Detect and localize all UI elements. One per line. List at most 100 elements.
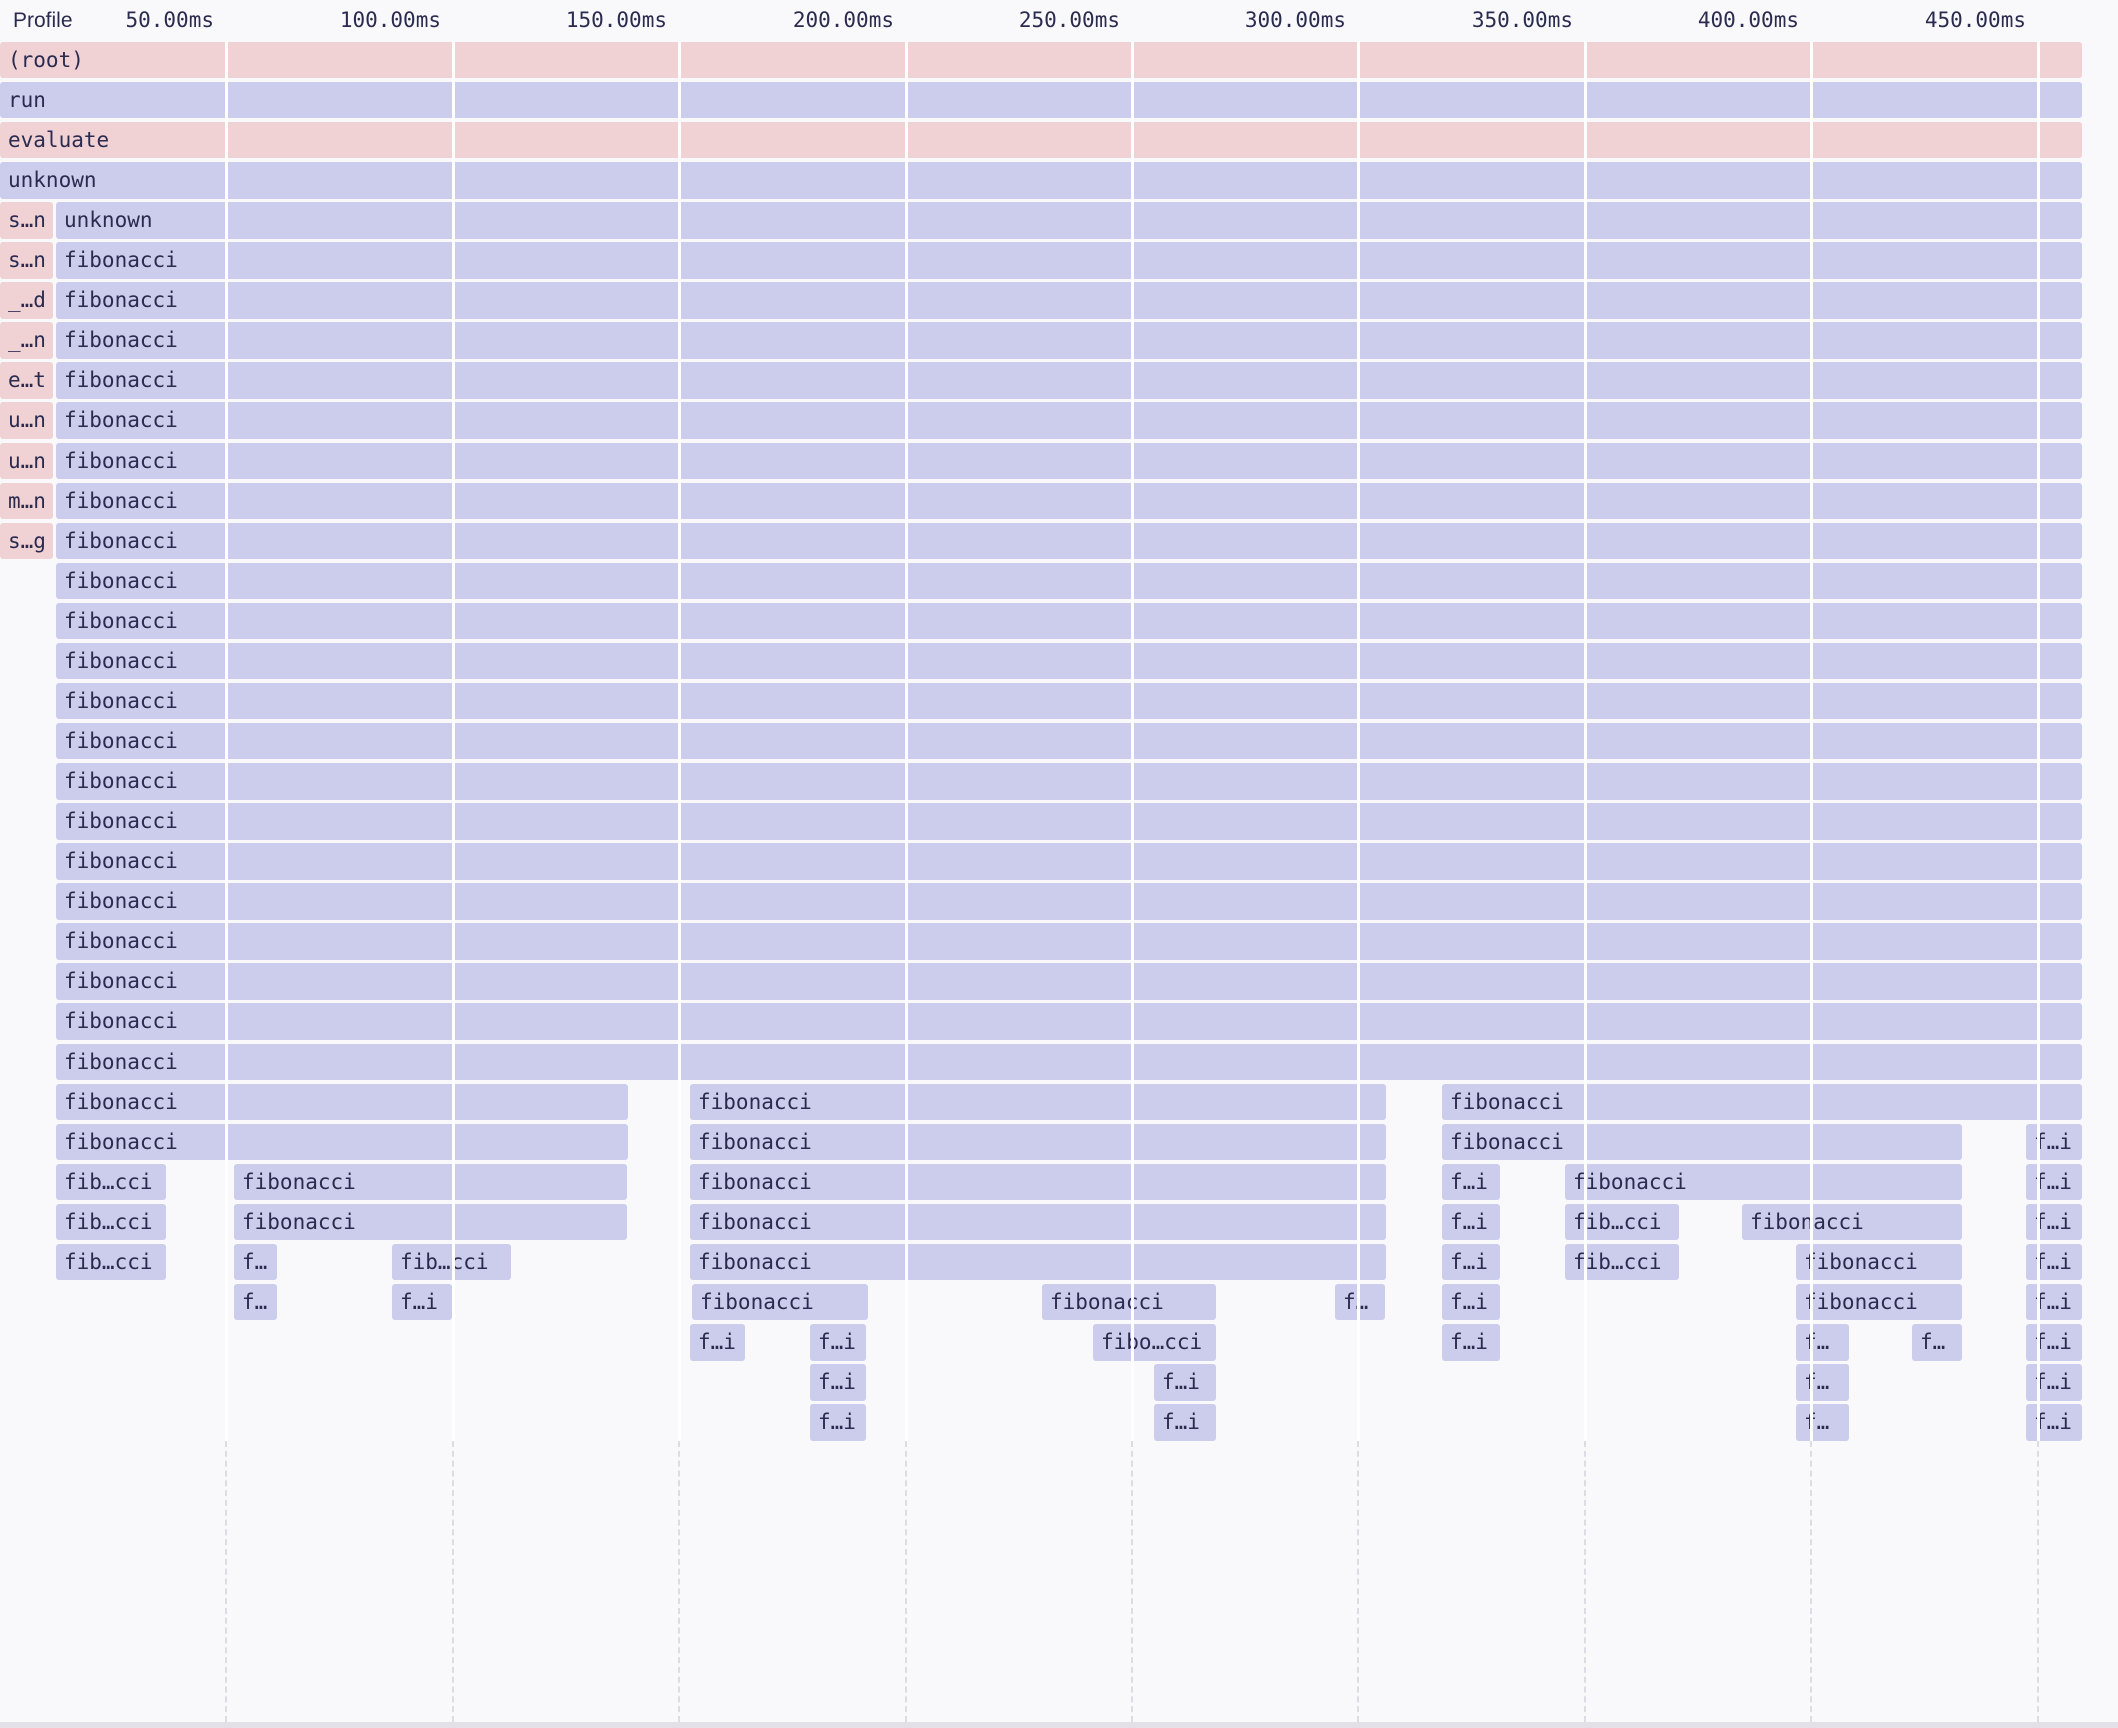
time-tick-label: 200.00ms [792, 8, 894, 32]
time-gridline-faint [225, 1440, 227, 1722]
flame-row: run [0, 81, 2118, 119]
flame-bar[interactable]: fibonacci [56, 522, 2082, 560]
flame-bar[interactable]: f…i [1154, 1404, 1216, 1441]
flame-bar[interactable]: f… [234, 1243, 277, 1281]
flame-bar[interactable]: _…d [0, 282, 53, 319]
flame-bar[interactable]: fibonacci [56, 322, 2082, 359]
flame-bar[interactable]: f…i [690, 1324, 745, 1361]
flame-bar[interactable]: (root) [0, 41, 2082, 79]
flame-bar[interactable]: fibonacci [690, 1083, 1386, 1121]
flame-bar[interactable]: fibonacci [56, 242, 2082, 279]
time-tick-label: 400.00ms [1697, 8, 1799, 32]
flame-bar[interactable]: f… [1796, 1404, 1849, 1441]
flame-bar[interactable]: f…i [1442, 1243, 1500, 1281]
flame-row: fibonacci [0, 963, 2118, 1000]
flame-bar[interactable]: fibonacci [56, 963, 2082, 1000]
flame-bar[interactable]: f…i [2026, 1283, 2082, 1321]
flame-bar[interactable]: fibonacci [1442, 1083, 2082, 1121]
flame-bar[interactable]: fibo…cci [1093, 1324, 1216, 1361]
flame-bar[interactable]: f…i [1442, 1203, 1500, 1241]
flame-row: unknown [0, 162, 2118, 199]
flame-bar[interactable]: fibonacci [56, 763, 2082, 800]
flame-bar[interactable]: f…i [810, 1404, 866, 1441]
flame-bar[interactable]: fibonacci [56, 923, 2082, 960]
flame-bar[interactable]: fibonacci [56, 362, 2082, 399]
flame-bar[interactable]: f…i [2026, 1243, 2082, 1281]
flame-bar[interactable]: f…i [2026, 1324, 2082, 1361]
flame-bar[interactable]: fibonacci [690, 1243, 1386, 1281]
flame-bar[interactable]: fibonacci [690, 1163, 1386, 1201]
time-tick-label: 300.00ms [1244, 8, 1346, 32]
flame-bar[interactable]: f…i [1442, 1283, 1500, 1321]
flame-bar[interactable]: f…i [1442, 1324, 1500, 1361]
flame-bar[interactable]: fibonacci [56, 402, 2082, 439]
flame-bar[interactable]: f… [1912, 1324, 1962, 1361]
flame-bar[interactable]: fib…cci [56, 1163, 166, 1201]
flame-bar[interactable]: f… [1335, 1283, 1385, 1321]
flame-bar[interactable]: fibonacci [1796, 1243, 1962, 1281]
flame-bar[interactable]: f… [1796, 1324, 1849, 1361]
flame-bar[interactable]: s…g [0, 522, 53, 560]
flame-bar[interactable]: u…n [0, 442, 53, 479]
flame-bar[interactable]: fibonacci [56, 642, 2082, 680]
flame-bar[interactable]: f…i [1154, 1364, 1216, 1401]
flame-bar[interactable]: f… [234, 1283, 277, 1321]
flame-bar[interactable]: fibonacci [56, 482, 2082, 520]
flame-bar[interactable]: f…i [810, 1324, 866, 1361]
flame-bar[interactable]: fibonacci [56, 442, 2082, 479]
flame-bar[interactable]: fibonacci [234, 1203, 627, 1241]
flame-bar[interactable]: fibonacci [56, 1043, 2082, 1081]
flame-bar[interactable]: evaluate [0, 121, 2082, 159]
flame-bar[interactable]: f…i [2026, 1203, 2082, 1241]
flame-bar[interactable]: fibonacci [56, 803, 2082, 840]
time-gridline-faint [905, 1440, 907, 1722]
flame-bar[interactable]: fib…cci [56, 1243, 166, 1281]
flame-bar[interactable]: fib…cci [1565, 1203, 1679, 1241]
flame-bar[interactable]: fibonacci [56, 883, 2082, 920]
flame-bar[interactable]: f…i [2026, 1364, 2082, 1401]
flame-bar[interactable]: fibonacci [1742, 1203, 1962, 1241]
flame-bar[interactable]: fibonacci [1042, 1283, 1216, 1321]
flame-bar[interactable]: run [0, 81, 2082, 119]
flame-bar[interactable]: fibonacci [56, 1123, 628, 1161]
flame-bar[interactable]: e…t [0, 362, 53, 399]
flame-bar[interactable]: s…n [0, 202, 53, 239]
flame-bar[interactable]: u…n [0, 402, 53, 439]
flame-bar[interactable]: f… [1796, 1364, 1849, 1401]
flame-bar[interactable]: fibonacci [56, 1003, 2082, 1040]
flame-bar[interactable]: fibonacci [56, 282, 2082, 319]
flame-bar[interactable]: fibonacci [690, 1203, 1386, 1241]
flame-row: _…n fibonacci [0, 322, 2118, 359]
flame-bar[interactable]: fib…cci [56, 1203, 166, 1241]
flame-row: f… f…i fibonacci fibonacci f… f…i fibonacci f…i [0, 1283, 2118, 1321]
flame-bar[interactable]: fibonacci [690, 1123, 1386, 1161]
flame-bar[interactable]: fibonacci [56, 562, 2082, 600]
flame-bar[interactable]: fibonacci [234, 1163, 627, 1201]
timeline-ruler[interactable]: Profile 50.00ms 100.00ms 150.00ms 200.00ms 2… [0, 0, 2118, 41]
flame-bar[interactable]: m…n [0, 482, 53, 520]
flame-bar[interactable]: fibonacci [56, 682, 2082, 720]
flame-bar[interactable]: s…n [0, 242, 53, 279]
flame-bar[interactable]: fibonacci [56, 602, 2082, 640]
time-gridline-faint [1131, 1440, 1133, 1722]
flame-bar[interactable]: fibonacci [1796, 1283, 1962, 1321]
flame-bar[interactable]: fibonacci [56, 722, 2082, 760]
flame-bar[interactable]: fib…cci [1565, 1243, 1679, 1281]
flame-bar[interactable]: fibonacci [56, 843, 2082, 880]
flame-bar[interactable]: unknown [56, 202, 2082, 239]
flame-bar[interactable]: fib…cci [392, 1243, 511, 1281]
flame-bar[interactable]: f…i [810, 1364, 866, 1401]
flame-bar[interactable]: f…i [2026, 1163, 2082, 1201]
flame-bar[interactable]: fibonacci [1442, 1123, 1962, 1161]
flame-bar[interactable]: unknown [0, 162, 2082, 199]
flame-bar[interactable]: f…i [2026, 1123, 2082, 1161]
flame-bar[interactable]: fibonacci [1565, 1163, 1962, 1201]
flame-bar[interactable]: f…i [1442, 1163, 1500, 1201]
flame-bar[interactable]: fibonacci [692, 1283, 868, 1321]
flame-bar[interactable]: fibonacci [56, 1083, 628, 1121]
flame-bar[interactable]: _…n [0, 322, 53, 359]
flame-bar[interactable]: f…i [2026, 1404, 2082, 1441]
flame-row: fibonacci [0, 602, 2118, 640]
flame-bar[interactable]: f…i [392, 1283, 452, 1321]
